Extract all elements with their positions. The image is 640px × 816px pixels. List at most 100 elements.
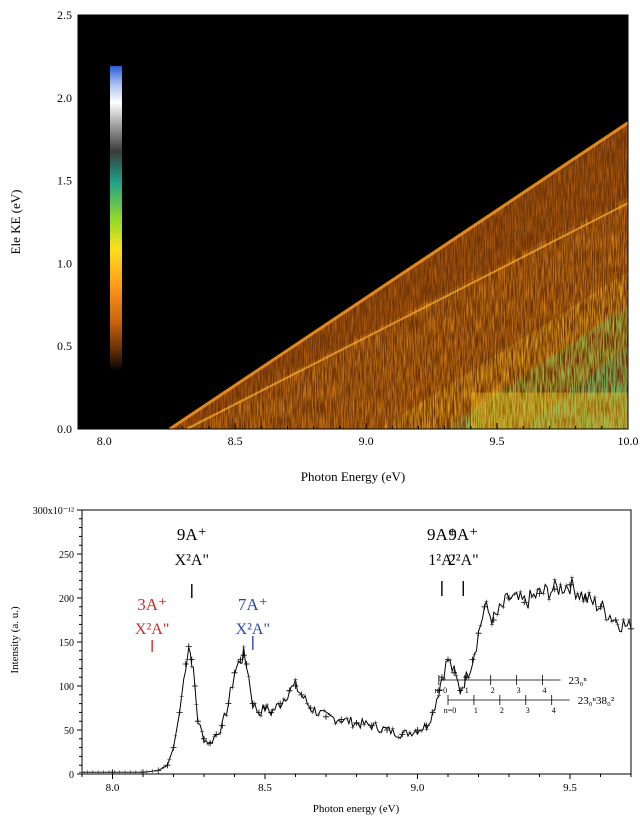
spectrum-marker <box>287 689 292 694</box>
spectrum-marker <box>436 693 441 698</box>
spectrum-marker <box>460 685 465 690</box>
spectrum-marker <box>356 721 361 726</box>
spectrum-marker <box>128 770 133 775</box>
spectrum-marker <box>133 770 138 775</box>
heatmap-x-tick-label: 9.0 <box>359 434 374 448</box>
spectrum-marker <box>236 659 241 664</box>
spectrum-marker <box>495 612 500 617</box>
spectrum-marker <box>547 597 552 602</box>
spectrum-point <box>255 709 262 716</box>
spectrum-marker <box>575 591 580 596</box>
spectrum-marker <box>230 685 235 690</box>
spectrum-point <box>451 669 458 676</box>
spectrum-point <box>243 661 250 667</box>
spectrum-marker <box>501 605 506 610</box>
spectrum-marker <box>518 589 523 594</box>
heatmap-axes: 8.0 8.5 9.0 9.5 10.0 0.0 0.5 1.0 1.5 2.0 2.5 <box>57 8 639 448</box>
spectrum-marker <box>609 619 614 624</box>
spectrum-point <box>225 700 232 707</box>
spectrum-y-axis-label: Intensity (a. u.) <box>9 606 21 674</box>
spectrum-marker <box>310 710 315 715</box>
spectrum-marker <box>218 730 223 735</box>
spectrum-point <box>435 687 442 694</box>
spectrum-point <box>194 718 201 725</box>
annotation-state-label: 9A⁺ <box>427 525 457 544</box>
colorbar <box>110 66 122 371</box>
spectrum-marker <box>101 770 106 775</box>
spectrum-marker <box>90 770 95 775</box>
heatmap-y-tick-label: 2.0 <box>57 91 72 105</box>
heatmap-y-axis-label: Ele KE (eV) <box>8 190 23 255</box>
spectrum-point <box>213 731 220 738</box>
spectrum-x-tick-label: 8.0 <box>106 782 120 794</box>
heatmap-x-tick-label: 8.0 <box>97 434 112 448</box>
spectrum-marker <box>478 623 483 628</box>
spectrum-marker <box>489 622 494 627</box>
spectrum-marker <box>212 734 217 739</box>
annotation-state-label: 3A⁺ <box>137 595 167 614</box>
spectrum-panel: 8.0 8.5 9.0 9.5 0 50 100 150 200 250 300x10⁻¹² 9A⁺… <box>9 506 634 815</box>
spectrum-marker <box>587 590 592 595</box>
spectrum-point <box>481 603 488 610</box>
spectrum-marker <box>390 726 395 731</box>
spectrum-point <box>628 625 634 632</box>
spectrum-point <box>176 709 183 716</box>
spectrum-marker <box>252 701 257 706</box>
spectrum-marker <box>179 694 184 699</box>
spectrum-point <box>582 595 589 601</box>
spectrum-marker <box>117 770 122 775</box>
spectrum-marker <box>396 735 401 740</box>
heatmap-panel: 8.0 8.5 9.0 9.5 10.0 0.0 0.5 1.0 1.5 2.0 2.5 Photo… <box>8 8 639 484</box>
spectrum-marker <box>206 741 211 746</box>
spectrum-marker <box>276 701 281 706</box>
spectrum-point <box>201 735 207 742</box>
spectrum-marker <box>367 723 372 728</box>
spectrum-point <box>170 744 177 751</box>
heatmap-x-axis-label: Photon Energy (eV) <box>301 469 405 484</box>
spectrum-annotation: 3A⁺ X²A" <box>135 595 169 652</box>
spectrum-marker <box>339 720 344 725</box>
spectrum-marker <box>385 726 389 731</box>
spectrum-marker <box>139 770 144 775</box>
spectrum-marker <box>621 617 626 622</box>
spectrum-marker <box>507 597 511 602</box>
spectrum-marker <box>535 587 540 592</box>
spectrum-y-tick-label: 200 <box>59 594 74 605</box>
heatmap-x-tick-label: 9.5 <box>490 434 505 448</box>
annotation-state-label: 9A⁺ <box>448 525 478 544</box>
spectrum-marker <box>241 644 246 649</box>
spectrum-marker <box>484 599 489 604</box>
spectrum-x-tick-label: 9.5 <box>563 782 577 794</box>
spectrum-line <box>82 577 632 773</box>
spectrum-marker <box>112 770 117 775</box>
spectrum-marker <box>564 583 569 588</box>
spectrum-annotation: 9A⁺ 2²A" <box>448 525 479 596</box>
heatmap-ridge-1 <box>186 202 628 429</box>
spectrum-marker <box>156 768 161 773</box>
annotation-term-label: X²A" <box>135 621 169 638</box>
spectrum-marker <box>529 594 534 599</box>
spectrum-marker <box>424 727 429 732</box>
spectrum-y-tick-label: 100 <box>59 682 74 693</box>
spectrum-marker <box>161 765 166 770</box>
heatmap-x-tick-label: 10.0 <box>618 434 639 448</box>
spectrum-marker <box>199 729 204 734</box>
spectrum-marker <box>350 725 355 730</box>
spectrum-marker <box>270 707 275 712</box>
spectrum-marker <box>569 575 574 580</box>
progression-index: 4 <box>543 686 547 695</box>
spectrum-marker <box>407 730 412 735</box>
progression-label: 23₀ⁿ38₀² <box>578 695 615 707</box>
spectrum-point <box>219 722 226 729</box>
spectrum-point <box>323 713 329 720</box>
spectrum-marker <box>379 729 384 734</box>
spectrum-marker <box>402 728 407 733</box>
spectrum-marker <box>581 599 586 604</box>
spectrum-point <box>490 617 497 623</box>
spectrum-y-tick-label: 300x10⁻¹² <box>33 506 74 517</box>
spectrum-marker <box>265 702 270 707</box>
spectrum-marker <box>472 652 477 657</box>
spectrum-point <box>240 652 247 659</box>
heatmap-cyan-region <box>523 346 628 429</box>
spectrum-point <box>185 643 192 650</box>
